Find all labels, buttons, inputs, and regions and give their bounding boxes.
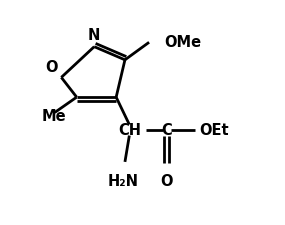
Text: O: O (46, 60, 58, 75)
Text: N: N (88, 28, 100, 43)
Text: H₂N: H₂N (107, 174, 138, 189)
Text: CH: CH (118, 123, 141, 137)
Text: OMe: OMe (164, 35, 201, 50)
Text: O: O (160, 174, 173, 189)
Text: Me: Me (42, 109, 66, 124)
Text: C: C (161, 123, 172, 137)
Text: OEt: OEt (200, 123, 229, 137)
